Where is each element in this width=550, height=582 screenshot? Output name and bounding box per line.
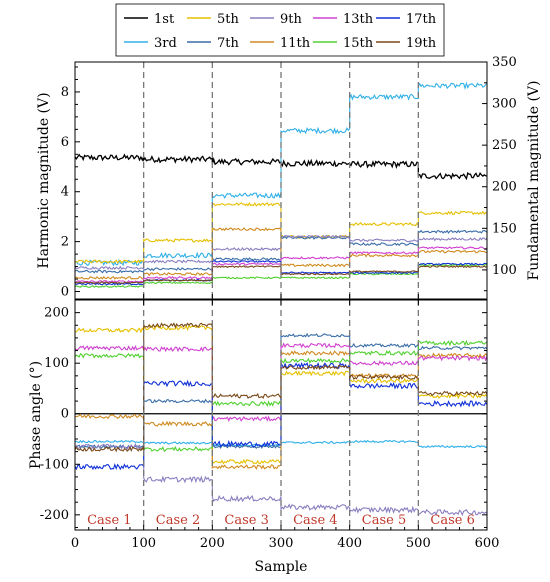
legend-label-5th: 5th xyxy=(217,12,239,27)
bottom-xtick-label: 200 xyxy=(200,536,225,551)
bottom-ylabel: Phase angle (°) xyxy=(28,361,44,469)
top-y2tick-label: 150 xyxy=(492,221,517,236)
case-label-2: Case 2 xyxy=(156,513,200,528)
bottom-xtick-label: 100 xyxy=(131,536,156,551)
bottom-ytick-label: 200 xyxy=(44,306,69,321)
bottom-xtick-label: 300 xyxy=(269,536,294,551)
legend-label-7th: 7th xyxy=(217,36,239,51)
bottom-xtick-label: 0 xyxy=(71,536,79,551)
top-ytick-label: 8 xyxy=(61,85,69,100)
top-y2tick-label: 300 xyxy=(492,97,517,112)
top-y2tick-label: 200 xyxy=(492,180,517,195)
top-ytick-label: 4 xyxy=(61,185,69,200)
case-label-1: Case 1 xyxy=(87,513,131,528)
top-ytick-label: 6 xyxy=(61,135,69,150)
case-label-5: Case 5 xyxy=(362,513,406,528)
top-y2tick-label: 100 xyxy=(492,263,517,278)
bottom-ytick-label: -200 xyxy=(40,508,69,523)
top-ytick-label: 2 xyxy=(61,235,69,250)
bottom-xtick-label: 400 xyxy=(337,536,362,551)
legend-label-15th: 15th xyxy=(343,36,374,51)
phase-angle-panel: -200 -100 0 100 200 0 100 200 300 400 500 600 Case 1… xyxy=(28,299,500,575)
bottom-ytick-label: 100 xyxy=(44,356,69,371)
bottom-xtick-label: 600 xyxy=(475,536,500,551)
top-y2label: Fundamental magnitude (V) xyxy=(526,81,542,281)
series-line-top-19th xyxy=(74,265,488,285)
legend-label-17th: 17th xyxy=(406,12,437,27)
bottom-ytick-label: -100 xyxy=(40,457,69,472)
legend-label-11th: 11th xyxy=(280,36,311,51)
case-label-6: Case 6 xyxy=(430,513,474,528)
legend: 1st 5th 9th 13th 17th 3rd 7th 11th 15th 19th xyxy=(115,3,445,57)
legend-label-3rd: 3rd xyxy=(154,36,177,51)
top-ytick-label: 0 xyxy=(61,285,69,300)
bottom-xlabel: Sample xyxy=(255,559,308,575)
top-y2tick-label: 250 xyxy=(492,138,517,153)
harmonic-magnitude-panel: 0 2 4 6 8 100 150 200 250 300 350 Harmonic magnitud… xyxy=(36,55,542,300)
top-ylabel: Harmonic magnitude (V) xyxy=(36,92,52,268)
legend-label-13th: 13th xyxy=(343,12,374,27)
legend-label-1st: 1st xyxy=(154,12,175,27)
top-y2tick-label: 350 xyxy=(492,55,517,70)
case-label-4: Case 4 xyxy=(293,513,337,528)
case-label-3: Case 3 xyxy=(224,513,268,528)
legend-label-9th: 9th xyxy=(280,12,302,27)
bottom-ytick-label: 0 xyxy=(61,407,69,422)
legend-label-19th: 19th xyxy=(406,36,437,51)
bottom-xtick-label: 500 xyxy=(406,536,431,551)
legend-frame xyxy=(115,3,445,57)
